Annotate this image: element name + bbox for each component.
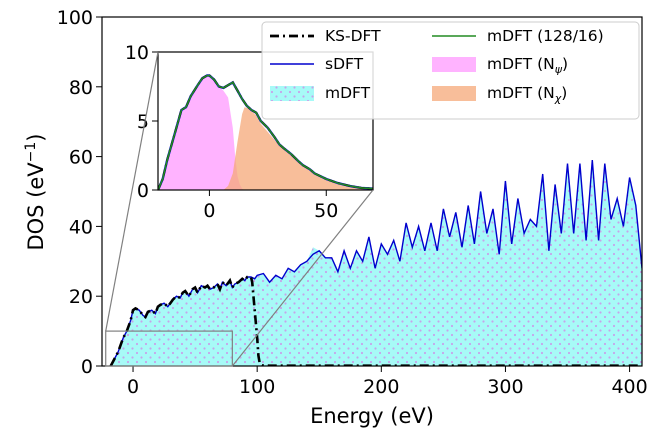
x-tick-label: 400 (611, 376, 647, 398)
legend-label-3: mDFT (Nψ) (487, 55, 568, 76)
ks-dft-line (109, 275, 642, 366)
inset-area-npsi (158, 75, 245, 190)
main-series-group (109, 160, 642, 366)
inset-x-tick-label: 0 (203, 200, 215, 222)
x-tick-label: 200 (363, 376, 399, 398)
y-axis-label-main: DOS (eV (24, 162, 48, 251)
y-tick-label: 80 (69, 77, 93, 99)
legend-handle-3 (432, 57, 476, 72)
x-axis-label: Energy (eV) (310, 404, 434, 428)
y-tick-label: 60 (69, 147, 93, 169)
legend-label-2: sDFT (325, 55, 364, 73)
inset-x-tick-label: 50 (314, 200, 338, 222)
inset-series-group (158, 74, 373, 190)
legend-handle-4 (270, 86, 314, 101)
zoom-region-box (105, 330, 233, 367)
zoom-connector-left (105, 51, 159, 332)
inset-area-nchi (223, 107, 373, 190)
sdft-line (110, 160, 642, 366)
y-axis-label-sup: −1 (23, 142, 39, 163)
mdft-area (110, 160, 642, 366)
x-tick-label: 0 (127, 376, 139, 398)
legend-label-0: KS-DFT (325, 27, 381, 45)
legend-label-5: mDFT (Nχ) (487, 84, 567, 105)
zoom-connector-right (231, 189, 374, 367)
y-tick-label: 40 (69, 216, 93, 238)
y-tick-label: 0 (81, 356, 93, 378)
inset-mdft-128-line (158, 74, 373, 190)
zoom-indicator (105, 51, 374, 367)
inset-plot (158, 74, 373, 190)
y-tick-label: 100 (57, 7, 93, 29)
x-tick-label: 100 (239, 376, 275, 398)
inset-y-tick-label: 10 (125, 42, 149, 64)
y-tick-label: 20 (69, 286, 93, 308)
main-plot (109, 160, 642, 366)
legend-handle-5 (432, 86, 476, 101)
legend-label-1: mDFT (128/16) (487, 27, 604, 45)
main-axes-frame (101, 16, 643, 367)
y-axis-label-close: ) (24, 133, 48, 141)
legend-label-4: mDFT (325, 84, 371, 102)
y-axis-label: DOS (eV−1) (23, 133, 48, 250)
inset-y-tick-label: 0 (137, 180, 149, 202)
legend: KS-DFT mDFT (128/16) sDFT mDFT (Nψ) mDFT mDFT… (261, 21, 640, 120)
x-tick-label: 300 (487, 376, 523, 398)
